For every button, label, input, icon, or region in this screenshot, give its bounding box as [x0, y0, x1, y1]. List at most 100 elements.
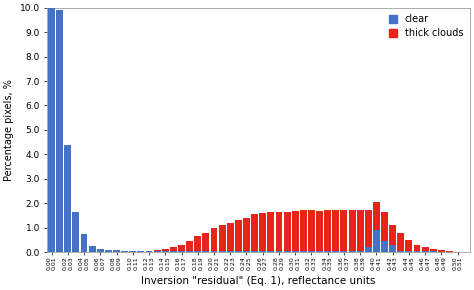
Bar — [414, 251, 420, 252]
Legend: clear, thick clouds: clear, thick clouds — [387, 12, 465, 40]
Bar — [365, 247, 372, 252]
Bar — [178, 245, 185, 252]
Bar — [162, 251, 169, 252]
Bar — [251, 251, 258, 252]
Bar — [292, 251, 299, 252]
Bar — [202, 233, 210, 252]
Bar — [259, 213, 266, 252]
Bar — [348, 251, 356, 252]
Bar — [405, 251, 412, 252]
Bar — [194, 251, 201, 252]
Bar — [267, 251, 274, 252]
Bar — [397, 233, 404, 252]
Bar — [332, 251, 339, 252]
Bar — [64, 145, 71, 252]
Bar — [397, 251, 404, 252]
Bar — [56, 10, 63, 252]
Bar — [48, 8, 55, 252]
Bar — [365, 210, 372, 252]
Bar — [154, 250, 161, 252]
Bar — [186, 251, 193, 252]
Bar — [154, 251, 161, 252]
Bar — [219, 225, 226, 252]
Bar — [446, 251, 453, 252]
Bar — [300, 251, 307, 252]
Bar — [73, 250, 79, 252]
Bar — [235, 251, 242, 252]
Bar — [414, 245, 420, 252]
Bar — [235, 220, 242, 252]
Bar — [186, 241, 193, 252]
Bar — [97, 251, 104, 252]
Bar — [105, 251, 112, 252]
Bar — [430, 251, 437, 252]
Bar — [113, 251, 120, 252]
Bar — [219, 251, 226, 252]
Bar — [243, 218, 250, 252]
Bar — [194, 236, 201, 252]
Bar — [89, 251, 96, 252]
Bar — [121, 251, 128, 252]
Bar — [283, 212, 291, 252]
Bar — [389, 225, 396, 252]
Bar — [438, 250, 445, 252]
Bar — [283, 251, 291, 252]
Bar — [210, 251, 218, 252]
Y-axis label: Percentage pixels, %: Percentage pixels, % — [4, 79, 14, 181]
Bar — [316, 251, 323, 252]
Bar — [373, 202, 380, 252]
Bar — [348, 210, 356, 252]
Bar — [202, 251, 210, 252]
Bar — [357, 210, 364, 252]
Bar — [146, 251, 153, 252]
Bar — [381, 212, 388, 252]
Bar — [73, 212, 79, 252]
Bar — [357, 251, 364, 252]
Bar — [422, 247, 428, 252]
Bar — [381, 241, 388, 252]
Bar — [129, 251, 136, 252]
Bar — [56, 249, 63, 252]
X-axis label: Inversion "residual" (Eq. 1), reflectance units: Inversion "residual" (Eq. 1), reflectanc… — [141, 276, 376, 286]
Bar — [146, 251, 153, 252]
Bar — [275, 251, 283, 252]
Bar — [129, 251, 136, 252]
Bar — [332, 210, 339, 252]
Bar — [308, 251, 315, 252]
Bar — [430, 249, 437, 252]
Bar — [324, 251, 331, 252]
Bar — [210, 228, 218, 252]
Bar — [373, 230, 380, 252]
Bar — [162, 249, 169, 252]
Bar — [113, 250, 120, 252]
Bar — [170, 247, 177, 252]
Bar — [227, 223, 234, 252]
Bar — [64, 250, 71, 252]
Bar — [308, 210, 315, 252]
Bar — [48, 247, 55, 252]
Bar — [259, 251, 266, 252]
Bar — [340, 251, 347, 252]
Bar — [105, 250, 112, 252]
Bar — [137, 251, 145, 252]
Bar — [446, 251, 453, 252]
Bar — [137, 251, 145, 252]
Bar — [340, 210, 347, 252]
Bar — [454, 251, 461, 252]
Bar — [81, 234, 88, 252]
Bar — [121, 251, 128, 252]
Bar — [227, 251, 234, 252]
Bar — [97, 249, 104, 252]
Bar — [170, 251, 177, 252]
Bar — [178, 251, 185, 252]
Bar — [324, 210, 331, 252]
Bar — [251, 214, 258, 252]
Bar — [422, 251, 428, 252]
Bar — [300, 210, 307, 252]
Bar — [243, 251, 250, 252]
Bar — [438, 251, 445, 252]
Bar — [292, 211, 299, 252]
Bar — [316, 211, 323, 252]
Bar — [275, 212, 283, 252]
Bar — [405, 240, 412, 252]
